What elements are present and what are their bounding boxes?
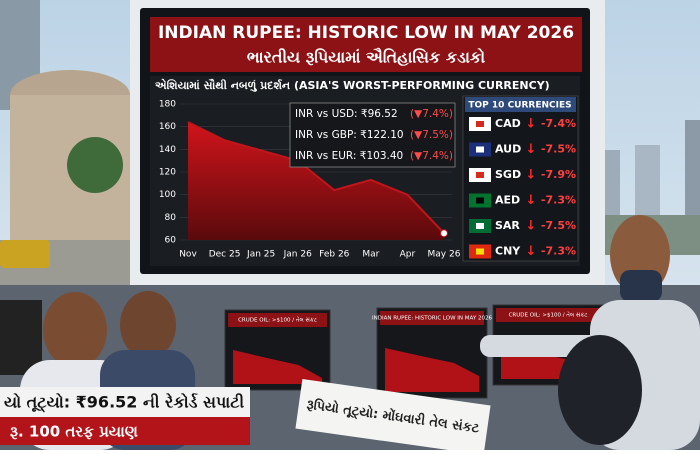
x-tick-label: Apr (400, 250, 416, 260)
down-arrow: ↓ (526, 168, 537, 183)
rate-label: INR vs GBP: ₹122.10 (295, 129, 404, 141)
currency-change: -7.5% (541, 219, 576, 232)
ticker-line: યો તૂટ્યો: ₹96.52 ની રેકોર્ડ સપાટી (4, 391, 245, 413)
down-arrow: ↓ (526, 117, 537, 132)
mask (620, 270, 662, 302)
currency-code: AED (495, 194, 520, 207)
line (187, 121, 445, 234)
currency-change: -7.9% (541, 168, 576, 181)
currency-code: SAR (495, 219, 520, 232)
rates-box (289, 102, 456, 168)
y-tick-label: 140 (159, 145, 176, 155)
currency-change: -7.3% (541, 194, 576, 207)
currency-code: AUD (495, 143, 521, 156)
down-arrow: ↓ (526, 244, 537, 259)
monitor-header (496, 308, 600, 322)
flag-mark (476, 146, 484, 153)
ticker-line: રૂ. 100 તરફ પ્રયાણ (10, 423, 138, 441)
flag-mark (476, 248, 484, 255)
currency-code: CAD (495, 117, 521, 130)
currency-code: CNY (495, 245, 521, 258)
flag-mark (476, 121, 484, 127)
currency-change: -7.3% (541, 245, 576, 258)
monitor-title: INDIAN RUPEE: HISTORIC LOW IN MAY 2026 (372, 316, 492, 322)
rate-change: (▼7.4%) (410, 108, 453, 120)
rate-change: (▼7.5%) (410, 129, 453, 141)
currency-change: -7.5% (541, 143, 576, 156)
building (602, 150, 620, 220)
flag-mark (476, 197, 484, 204)
monitor-graph (233, 350, 322, 384)
person (43, 292, 107, 368)
ticker-bar (0, 387, 250, 417)
chart-title: એશિયામાં સૌથી નબળું પ્રદર્શન (ASIA'S WOR… (155, 77, 550, 92)
currency-code: SGD (495, 168, 521, 181)
monitor (0, 300, 42, 375)
tree (67, 137, 123, 193)
monitor-title: CRUDE OIL: >$100 / તેલ સંકટ (509, 311, 589, 318)
end-point (440, 229, 448, 238)
x-tick-label: Jan 26 (283, 250, 312, 260)
y-tick-label: 180 (159, 100, 176, 110)
x-tick-label: May 26 (428, 250, 461, 260)
screen-subtitle: ભારતીય રૂપિયામાં ઐતિહાસિક કડાકો (247, 47, 485, 67)
x-tick-label: Nov (179, 250, 197, 260)
building (635, 145, 660, 220)
building (685, 120, 700, 220)
y-tick-label: 160 (159, 122, 176, 132)
taxi (0, 240, 50, 268)
sign (295, 379, 491, 454)
y-tick-label: 60 (165, 236, 177, 246)
flag-mark (476, 223, 484, 229)
y-tick-label: 80 (165, 213, 177, 223)
top10-header (465, 97, 576, 112)
monitor-header (380, 311, 484, 325)
ticker-bar (0, 417, 250, 445)
x-tick-label: Jan 25 (246, 250, 275, 260)
currency-change: -7.4% (541, 117, 576, 130)
x-tick-label: Mar (362, 250, 379, 260)
flag-mark (476, 172, 484, 178)
monitor-header (228, 313, 327, 327)
rate-label: INR vs EUR: ₹103.40 (295, 150, 403, 162)
area (188, 122, 444, 240)
y-tick-label: 120 (159, 168, 176, 178)
rate-change: (▼7.4%) (410, 150, 453, 162)
y-tick-label: 100 (159, 190, 176, 200)
monitor-title: CRUDE OIL: >$100 / તેલ સંકટ (238, 316, 318, 323)
x-tick-label: Dec 25 (209, 250, 241, 260)
x-tick-label: Feb 26 (319, 250, 350, 260)
title-banner (150, 17, 582, 72)
rate-label: INR vs USD: ₹96.52 (295, 108, 398, 120)
person (120, 291, 176, 359)
screen-title: INDIAN RUPEE: HISTORIC LOW IN MAY 2026 (158, 23, 574, 43)
down-arrow: ↓ (526, 142, 537, 157)
monitor-graph (385, 348, 479, 392)
down-arrow: ↓ (526, 219, 537, 234)
top10-title: TOP 10 CURRENCIES (468, 101, 571, 111)
person (558, 335, 642, 445)
chart: 60 80 100 120 140 160 180 Nov Dec 25 Jan 25 Jan 26… (159, 95, 579, 262)
down-arrow: ↓ (526, 193, 537, 208)
